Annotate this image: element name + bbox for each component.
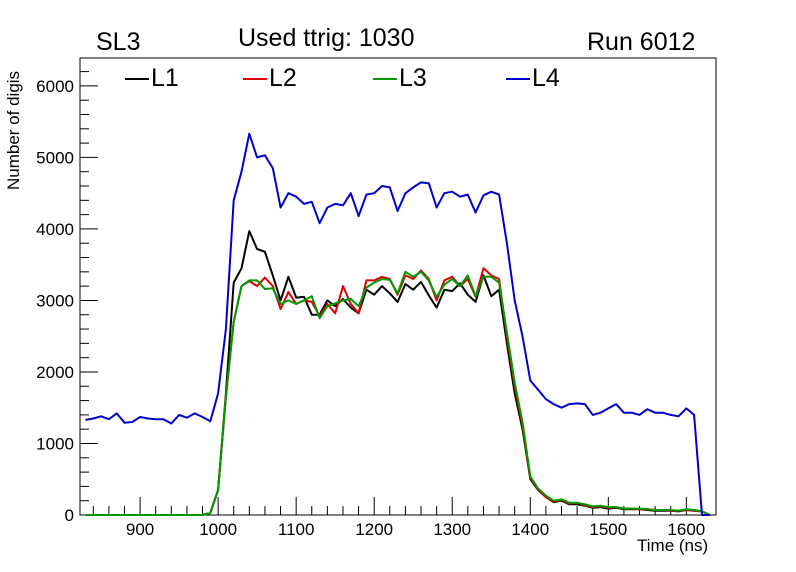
- legend-label: L3: [399, 64, 427, 92]
- x-tick-label: 1600: [667, 520, 705, 539]
- series-line-l1: [85, 230, 711, 516]
- y-tick-label: 5000: [36, 148, 74, 167]
- series-line-l2: [85, 267, 711, 516]
- x-tick-label: 1100: [278, 520, 315, 539]
- legend-entry-l1: L1: [125, 64, 179, 93]
- x-tick-label: 1500: [589, 520, 627, 539]
- y-tick-label: 4000: [36, 220, 74, 239]
- chart-run-label: Run 6012: [587, 28, 696, 56]
- chart-superlayer-label: SL3: [96, 28, 141, 56]
- legend-entry-l4: L4: [506, 64, 560, 93]
- legend-label: L1: [151, 64, 179, 92]
- legend-entry-l3: L3: [373, 64, 427, 93]
- x-tick-label: 1300: [433, 520, 471, 539]
- series-line-l3: [85, 270, 711, 516]
- legend-swatch: [125, 77, 149, 80]
- legend-swatch: [373, 77, 397, 80]
- y-axis-label-wrap: Number of digis: [4, 71, 24, 190]
- y-tick-label: 3000: [36, 291, 74, 310]
- legend-label: L4: [532, 64, 560, 92]
- y-tick-label: 2000: [36, 363, 74, 382]
- legend-label: L2: [269, 64, 297, 92]
- y-axis-label: Number of digis: [4, 70, 23, 190]
- plot-frame: [79, 57, 717, 516]
- x-tick-label: 1400: [511, 520, 549, 539]
- legend-swatch: [243, 77, 267, 80]
- y-tick-label: 0: [65, 506, 74, 525]
- legend-entry-l2: L2: [243, 64, 297, 93]
- chart-title: Used ttrig: 1030: [238, 24, 415, 52]
- series-line-l4: [85, 132, 710, 516]
- y-tick-label: 1000: [36, 434, 74, 453]
- x-tick-label: 1200: [355, 520, 393, 539]
- legend-swatch: [506, 77, 530, 80]
- x-tick-label: 1000: [199, 520, 237, 539]
- x-tick-label: 900: [126, 520, 154, 539]
- x-axis-label: Time (ns): [637, 536, 709, 555]
- y-tick-label: 6000: [36, 77, 74, 96]
